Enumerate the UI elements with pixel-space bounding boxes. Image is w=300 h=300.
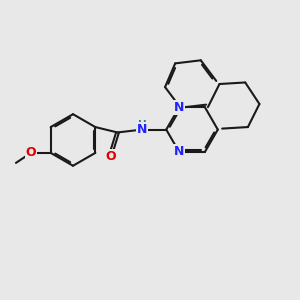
Text: H: H (137, 120, 146, 130)
Text: N: N (174, 146, 184, 158)
Text: N: N (174, 101, 184, 114)
Text: O: O (26, 146, 36, 159)
Text: O: O (106, 150, 116, 163)
Text: N: N (137, 123, 147, 136)
